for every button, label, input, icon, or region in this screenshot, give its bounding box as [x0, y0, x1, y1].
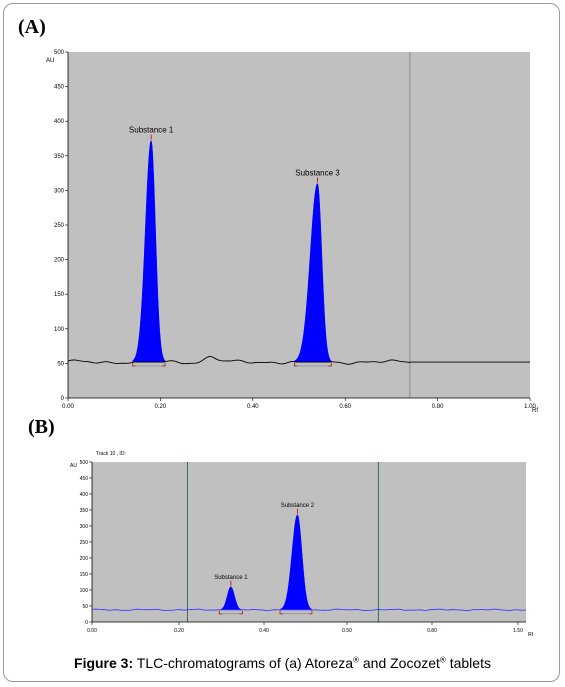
- y-tick-label-1: 50: [82, 604, 88, 610]
- peak-2: [294, 183, 332, 363]
- caption-text-3: tablets: [445, 655, 491, 671]
- y-tick-label-2: 100: [80, 588, 89, 594]
- y-tick-label-9: 450: [54, 85, 65, 91]
- y-tick-label-4: 200: [54, 258, 65, 264]
- plot-area: [92, 462, 526, 622]
- panel-label-a: (A): [18, 16, 46, 38]
- y-tick-label-2: 100: [54, 327, 65, 333]
- y-tick-label-10: 500: [80, 460, 89, 466]
- y-tick-label-7: 350: [80, 508, 89, 514]
- y-axis-label: AU: [46, 58, 54, 64]
- y-tick-label-7: 350: [54, 154, 65, 160]
- panel-label-b: (B): [28, 416, 55, 438]
- y-tick-label-3: 150: [54, 292, 65, 298]
- y-tick-label-8: 400: [80, 492, 89, 498]
- caption-reg-1: ®: [353, 655, 359, 665]
- x-axis-label: Rf: [532, 408, 538, 414]
- x-tick-label-2: 0.40: [247, 404, 259, 410]
- y-tick-label-5: 250: [54, 223, 65, 229]
- x-tick-label-1: 0.20: [174, 628, 184, 634]
- y-tick-label-1: 50: [57, 361, 64, 367]
- x-axis-label: Rf: [528, 632, 534, 638]
- y-tick-label-8: 400: [54, 119, 65, 125]
- baseline-trace: [91, 608, 527, 612]
- x-tick-label-0: 0.00: [87, 628, 97, 634]
- y-tick-label-5: 250: [80, 540, 89, 546]
- y-tick-label-10: 500: [54, 50, 65, 56]
- baseline-trace: [67, 356, 530, 365]
- x-tick-label-2: 0.40: [259, 628, 269, 634]
- y-tick-label-6: 300: [80, 524, 89, 530]
- caption-text-2: and Zocozet: [358, 655, 440, 671]
- x-tick-label-0: 0.00: [62, 404, 74, 410]
- peak-1-label: Substance 1: [129, 126, 174, 135]
- caption-figure-label: Figure 3:: [74, 655, 134, 671]
- y-tick-label-9: 450: [80, 476, 89, 482]
- x-tick-label-5: 1.00: [524, 404, 536, 410]
- peak-2: [279, 514, 313, 611]
- figure-frame: [3, 3, 560, 682]
- x-tick-label-1: 0.20: [155, 404, 167, 410]
- x-tick-label-4: 0.80: [427, 628, 437, 634]
- x-tick-label-3: 0.50: [342, 628, 352, 634]
- peak-1-label: Substance 1: [214, 575, 248, 581]
- y-tick-label-0: 0: [85, 620, 88, 626]
- y-axis-label: AU: [70, 463, 77, 469]
- figure-caption: Figure 3: TLC-chromatograms of (a) Atore…: [0, 655, 565, 671]
- y-tick-label-3: 150: [80, 572, 89, 578]
- x-tick-label-3: 0.60: [339, 404, 351, 410]
- y-tick-label-0: 0: [61, 396, 65, 402]
- peak-2-label: Substance 3: [295, 168, 340, 177]
- peak-2-label: Substance 2: [281, 503, 315, 509]
- caption-text-1: TLC-chromatograms of (a) Atoreza: [133, 655, 354, 671]
- track-label: Track 10 , ID:: [96, 451, 126, 457]
- y-tick-label-4: 200: [80, 556, 89, 562]
- caption-reg-2: ®: [439, 655, 446, 665]
- y-tick-label-6: 300: [54, 188, 65, 194]
- x-tick-label-4: 0.80: [432, 404, 444, 410]
- plot-area: [68, 52, 530, 398]
- peak-1: [219, 586, 243, 611]
- x-tick-label-5: 1.50: [513, 628, 523, 634]
- peak-1: [132, 140, 166, 363]
